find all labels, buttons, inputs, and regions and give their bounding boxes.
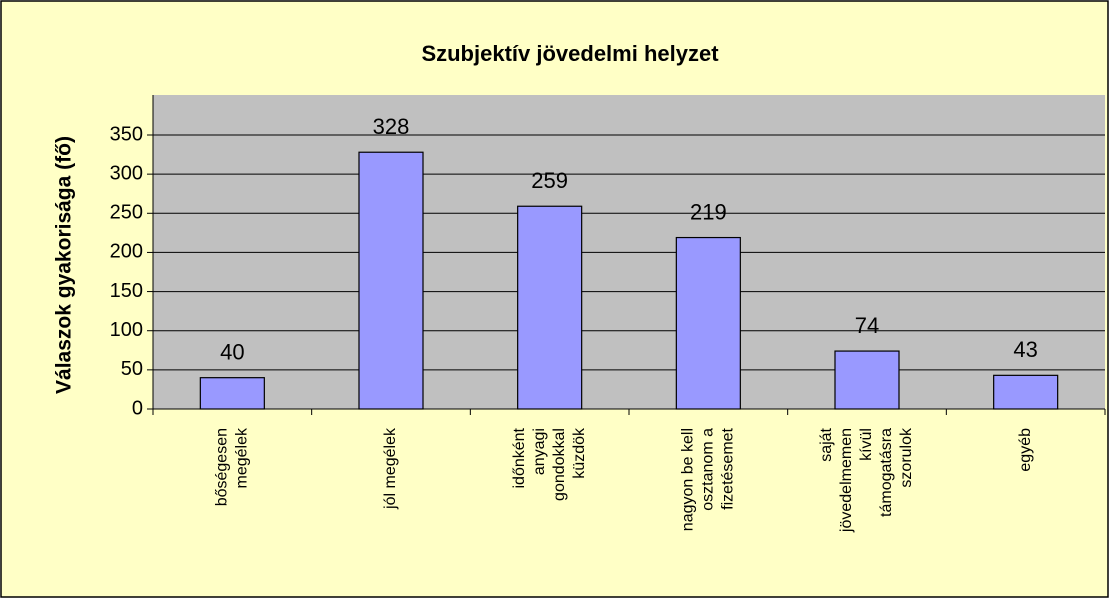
bar [834, 350, 900, 410]
x-tick-label: időnként [511, 427, 528, 488]
x-tick-label: megélek [234, 427, 251, 488]
x-tick-label: fizetésemet [720, 427, 737, 509]
y-tick-label: 100 [110, 319, 143, 341]
x-tick-label: jövedelmemen [838, 428, 855, 533]
y-tick-label: 150 [110, 280, 143, 302]
x-tick-label: támogatásra [878, 428, 895, 517]
y-tick-label: 300 [110, 162, 143, 184]
x-tick-label: szorulok [898, 427, 915, 488]
bar [358, 151, 424, 410]
bar [993, 374, 1059, 410]
data-label: 43 [1013, 337, 1037, 362]
x-tick-label: küzdök [571, 427, 588, 479]
bar [675, 236, 741, 410]
data-label: 259 [531, 168, 568, 193]
data-label: 74 [855, 313, 879, 338]
data-label: 328 [373, 114, 410, 139]
data-label: 40 [220, 339, 244, 364]
x-tick-label: kívül [858, 428, 875, 461]
x-tick-label: nagyon be kell [680, 428, 697, 531]
x-tick-label: saját [818, 427, 835, 461]
x-tick-label: osztanom a [700, 428, 717, 511]
data-label: 219 [690, 199, 727, 224]
y-tick-label: 200 [110, 241, 143, 263]
x-tick-label: gondokkal [551, 428, 568, 501]
y-tick-label: 250 [110, 202, 143, 224]
chart-title: Szubjektív jövedelmi helyzet [421, 41, 719, 66]
x-tick-label: anyagi [531, 428, 548, 475]
y-tick-label: 350 [110, 123, 143, 145]
bar [199, 377, 265, 410]
y-tick-label: 0 [132, 397, 143, 419]
x-tick-label: bőségesen [214, 428, 231, 506]
y-axis-label: Válaszok gyakorisága (fő) [53, 136, 76, 394]
x-tick-label: egyéb [1017, 428, 1034, 472]
y-tick-label: 50 [121, 358, 143, 380]
x-tick-label: jól megélek [382, 427, 399, 510]
bar [517, 205, 583, 410]
